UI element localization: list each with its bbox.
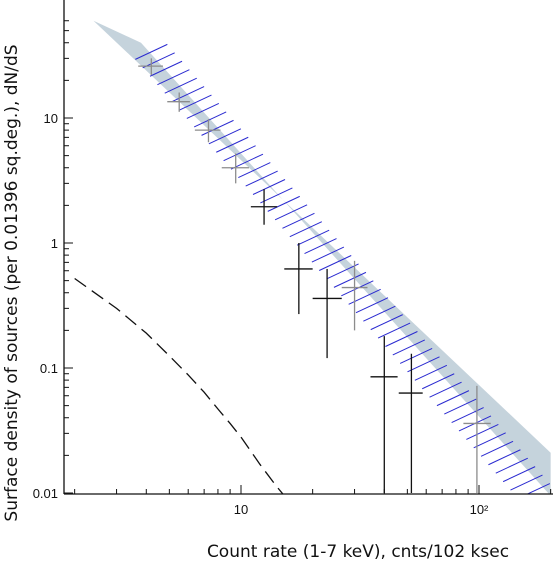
hatch-stroke (429, 381, 462, 398)
axes (63, 0, 553, 495)
hatch-stroke (451, 407, 484, 423)
hatch-stroke (216, 136, 249, 153)
hatch-stroke (274, 204, 308, 221)
data-point-1 (138, 58, 163, 76)
hatch-stroke (135, 43, 168, 60)
hatch-stroke (193, 111, 227, 128)
hatch-stroke (201, 119, 234, 136)
data-point-9 (370, 336, 398, 493)
hatch-stroke (422, 373, 455, 390)
data-point-4 (221, 153, 249, 184)
hatch-stroke (223, 145, 256, 162)
hatch-stroke (526, 483, 551, 494)
hatch-stroke (495, 457, 528, 474)
data-point-7 (312, 268, 342, 359)
hatch-stroke (164, 77, 197, 94)
hatch-stroke (208, 128, 242, 145)
y-axis-label: Surface density of sources (per 0.01396 … (2, 44, 22, 521)
hatch-stroke (142, 52, 175, 69)
hatch-stroke (186, 103, 220, 119)
hatch-stroke (399, 347, 433, 364)
hatch-stroke (466, 423, 499, 440)
hatched-band (135, 43, 551, 494)
hatch-stroke (296, 229, 330, 246)
tick-labels: 0.01 0.1 1 10 10 10² (33, 111, 489, 517)
hatch-stroke (444, 398, 477, 415)
data-point-3 (194, 119, 221, 143)
hatch-stroke (157, 69, 190, 86)
hatch-stroke (414, 364, 448, 381)
data-point-6 (284, 243, 313, 315)
hatch-stroke (260, 187, 293, 204)
x-tick-label: 10² (470, 502, 489, 517)
shaded-band (93, 20, 551, 494)
hatch-stroke (282, 212, 315, 229)
hatch-stroke (436, 390, 470, 407)
data-point-2 (167, 92, 190, 112)
hatch-stroke (363, 305, 396, 322)
hatch-stroke (377, 322, 411, 339)
hatch-stroke (333, 271, 367, 288)
y-tick-label: 1 (51, 236, 58, 251)
hatch-stroke (319, 255, 352, 271)
hatch-stroke (267, 195, 300, 212)
x-tick-label: 10 (234, 502, 248, 517)
hatch-stroke (311, 246, 345, 263)
hatch-stroke (407, 356, 440, 373)
hatch-stroke (473, 432, 506, 449)
plot-area (74, 20, 551, 494)
hatch-stroke (149, 60, 183, 77)
hatch-stroke (304, 238, 337, 255)
data-point-8 (341, 260, 368, 331)
hatch-stroke (370, 314, 403, 331)
hatch-stroke (510, 474, 543, 491)
hatch-stroke (355, 297, 389, 314)
data-point-11 (463, 385, 491, 493)
hatch-stroke (289, 221, 323, 238)
hatch-stroke (238, 162, 271, 179)
x-axis-label: Count rate (1-7 keV), cnts/102 ksec (207, 542, 509, 562)
hatch-stroke (326, 263, 359, 280)
y-tick-label: 0.01 (33, 486, 58, 501)
hatch-stroke (252, 179, 286, 195)
data-point-10 (398, 353, 423, 493)
hatch-stroke (179, 94, 212, 111)
hatch-stroke (392, 339, 426, 356)
hatch-stroke (488, 449, 521, 466)
dashed-model-curve (74, 277, 284, 494)
hatch-stroke (245, 170, 278, 187)
y-tick-label: 10 (44, 111, 58, 126)
hatch-stroke (341, 280, 374, 297)
hatch-stroke (480, 440, 514, 457)
hatch-stroke (385, 331, 418, 347)
hatch-stroke (502, 466, 536, 483)
data-point-5 (250, 189, 278, 225)
y-tick-label: 0.1 (40, 361, 58, 376)
hatch-stroke (171, 86, 205, 103)
